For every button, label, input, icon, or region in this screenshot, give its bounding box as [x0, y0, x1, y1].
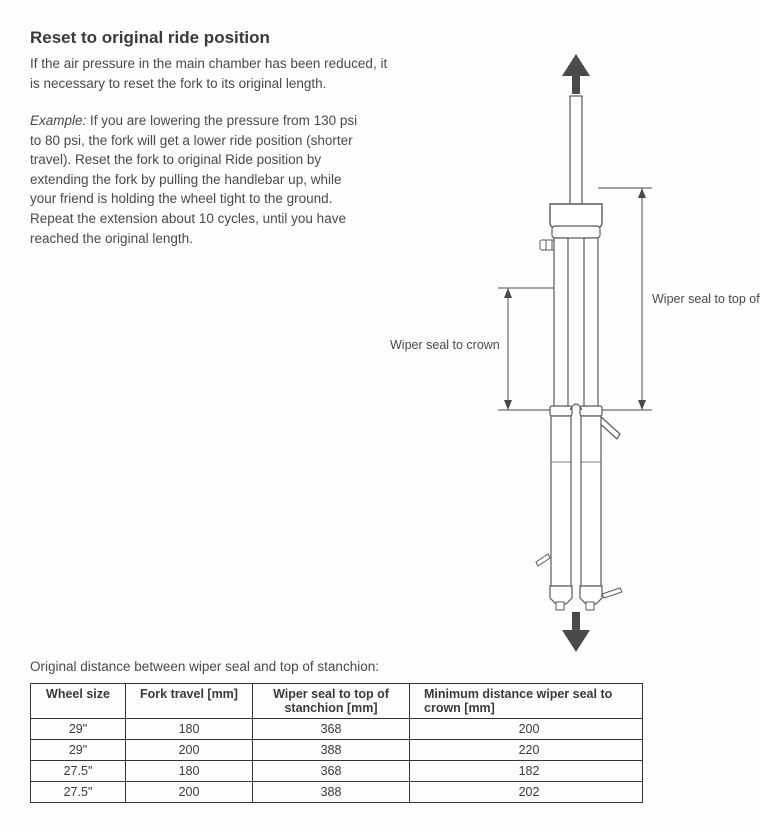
table-cell: 180 [126, 718, 253, 739]
intro-text: If the air pressure in the main chamber … [30, 54, 400, 93]
content-row: If the air pressure in the main chamber … [30, 54, 731, 654]
table-cell: 180 [126, 760, 253, 781]
example-text: Example: If you are lowering the pressur… [30, 111, 370, 248]
table-cell: 368 [253, 718, 410, 739]
fork-diagram: Wiper seal to crown Wiper seal to top of… [400, 54, 740, 654]
table-cell: 202 [410, 781, 643, 802]
text-column: If the air pressure in the main chamber … [30, 54, 400, 248]
table-cell: 220 [410, 739, 643, 760]
table-cell: 29" [31, 718, 126, 739]
table-row: 27.5"200388202 [31, 781, 643, 802]
col-wiper-crown: Minimum distance wiper seal to crown [mm… [410, 683, 643, 718]
page-title: Reset to original ride position [30, 28, 731, 48]
table-cell: 388 [253, 739, 410, 760]
label-wiper-seal-to-stanchion: Wiper seal to top of stanchion [652, 292, 761, 306]
table-cell: 388 [253, 781, 410, 802]
table-row: 29"200388220 [31, 739, 643, 760]
table-cell: 29" [31, 739, 126, 760]
table-caption: Original distance between wiper seal and… [30, 658, 731, 677]
table-cell: 182 [410, 760, 643, 781]
example-label: Example: [30, 113, 86, 128]
table-row: 27.5"180368182 [31, 760, 643, 781]
table-cell: 200 [410, 718, 643, 739]
dimensions-table: Wheel size Fork travel [mm] Wiper seal t… [30, 683, 643, 803]
col-wheel-size: Wheel size [31, 683, 126, 718]
example-body: If you are lowering the pressure from 13… [30, 113, 357, 245]
table-cell: 27.5" [31, 781, 126, 802]
label-wiper-seal-to-crown: Wiper seal to crown [390, 338, 500, 352]
col-wiper-stanchion: Wiper seal to top of stanchion [mm] [253, 683, 410, 718]
table-row: 29"180368200 [31, 718, 643, 739]
col-fork-travel: Fork travel [mm] [126, 683, 253, 718]
table-cell: 27.5" [31, 760, 126, 781]
table-cell: 368 [253, 760, 410, 781]
table-cell: 200 [126, 739, 253, 760]
table-cell: 200 [126, 781, 253, 802]
